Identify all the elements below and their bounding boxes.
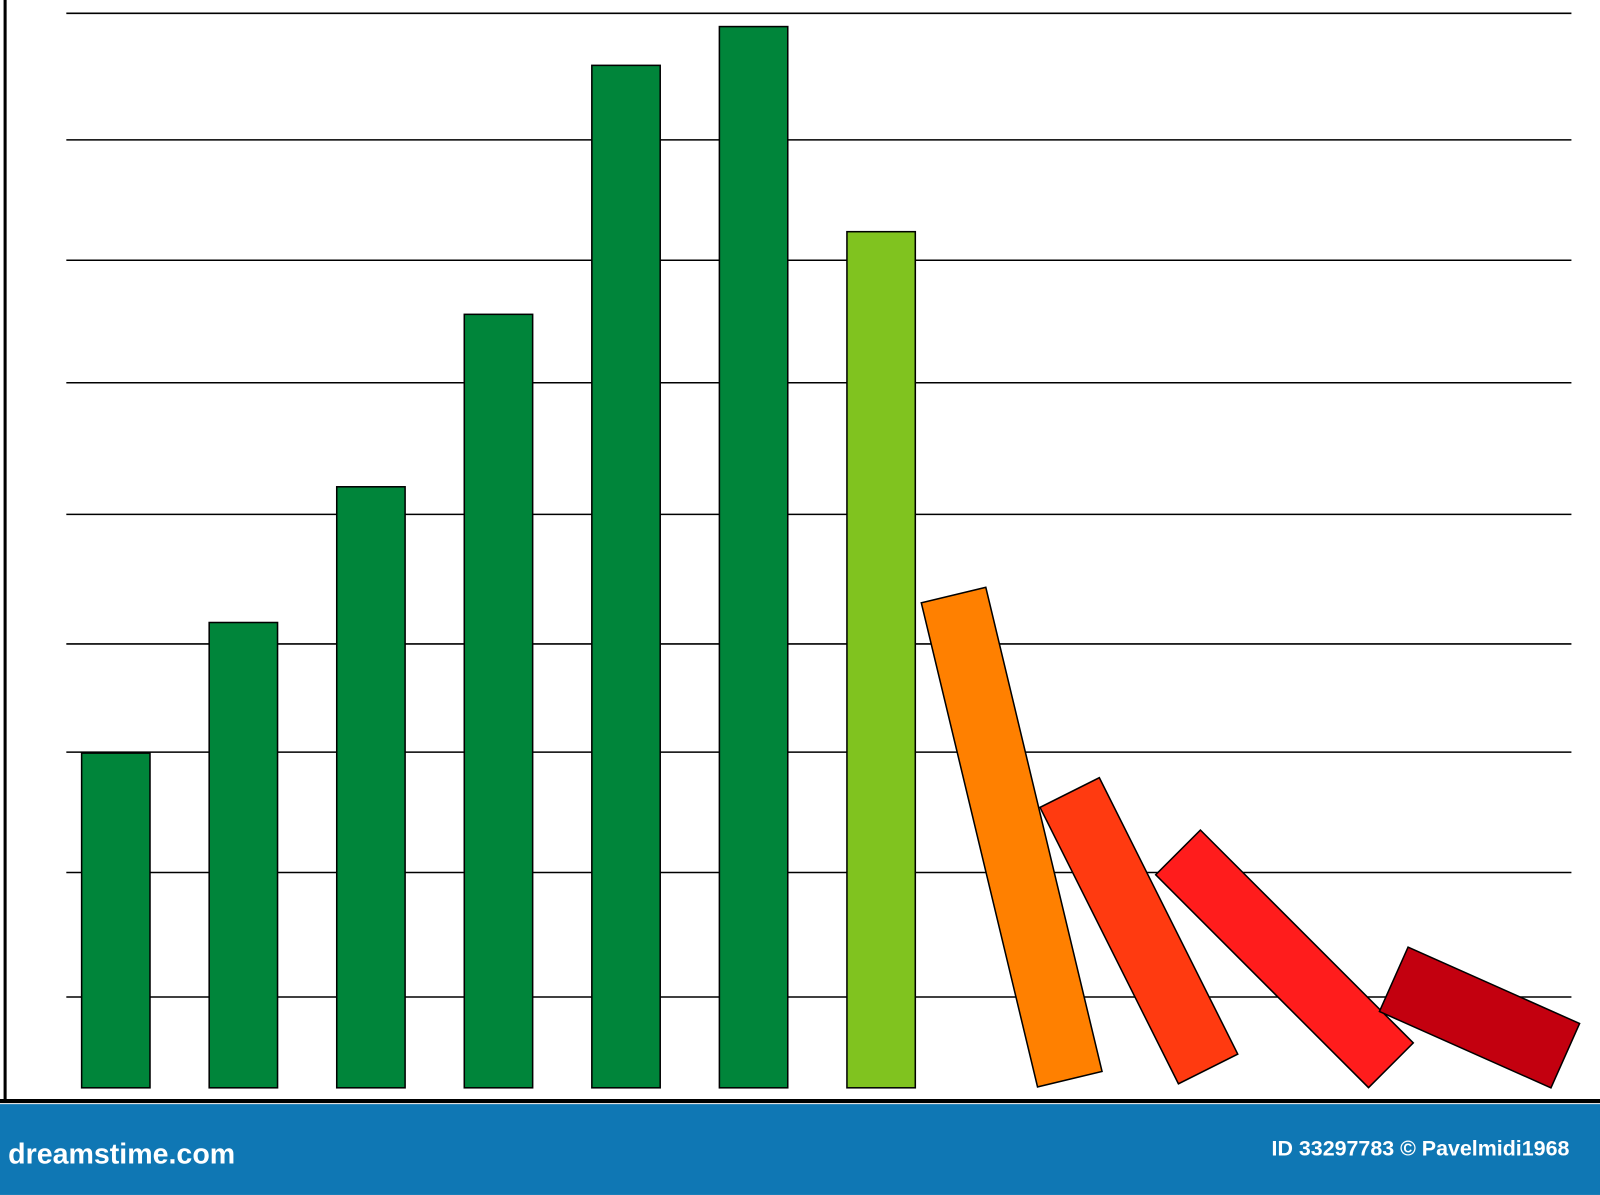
falling-bar [1378, 946, 1581, 1089]
bar [335, 486, 406, 1089]
footer-bar [0, 1104, 1600, 1195]
bar [80, 752, 151, 1089]
bar [591, 64, 661, 1089]
footer-site: dreamstime.com [8, 1139, 235, 1171]
falling-bar [1154, 828, 1415, 1089]
bar [846, 230, 917, 1089]
falling-bar [1038, 776, 1239, 1085]
bar [208, 621, 279, 1089]
footer-credit: ID 33297783 © Pavelmidi1968 [1272, 1137, 1570, 1161]
bar [718, 25, 789, 1089]
falling-bar [920, 586, 1103, 1088]
bar [463, 313, 534, 1089]
